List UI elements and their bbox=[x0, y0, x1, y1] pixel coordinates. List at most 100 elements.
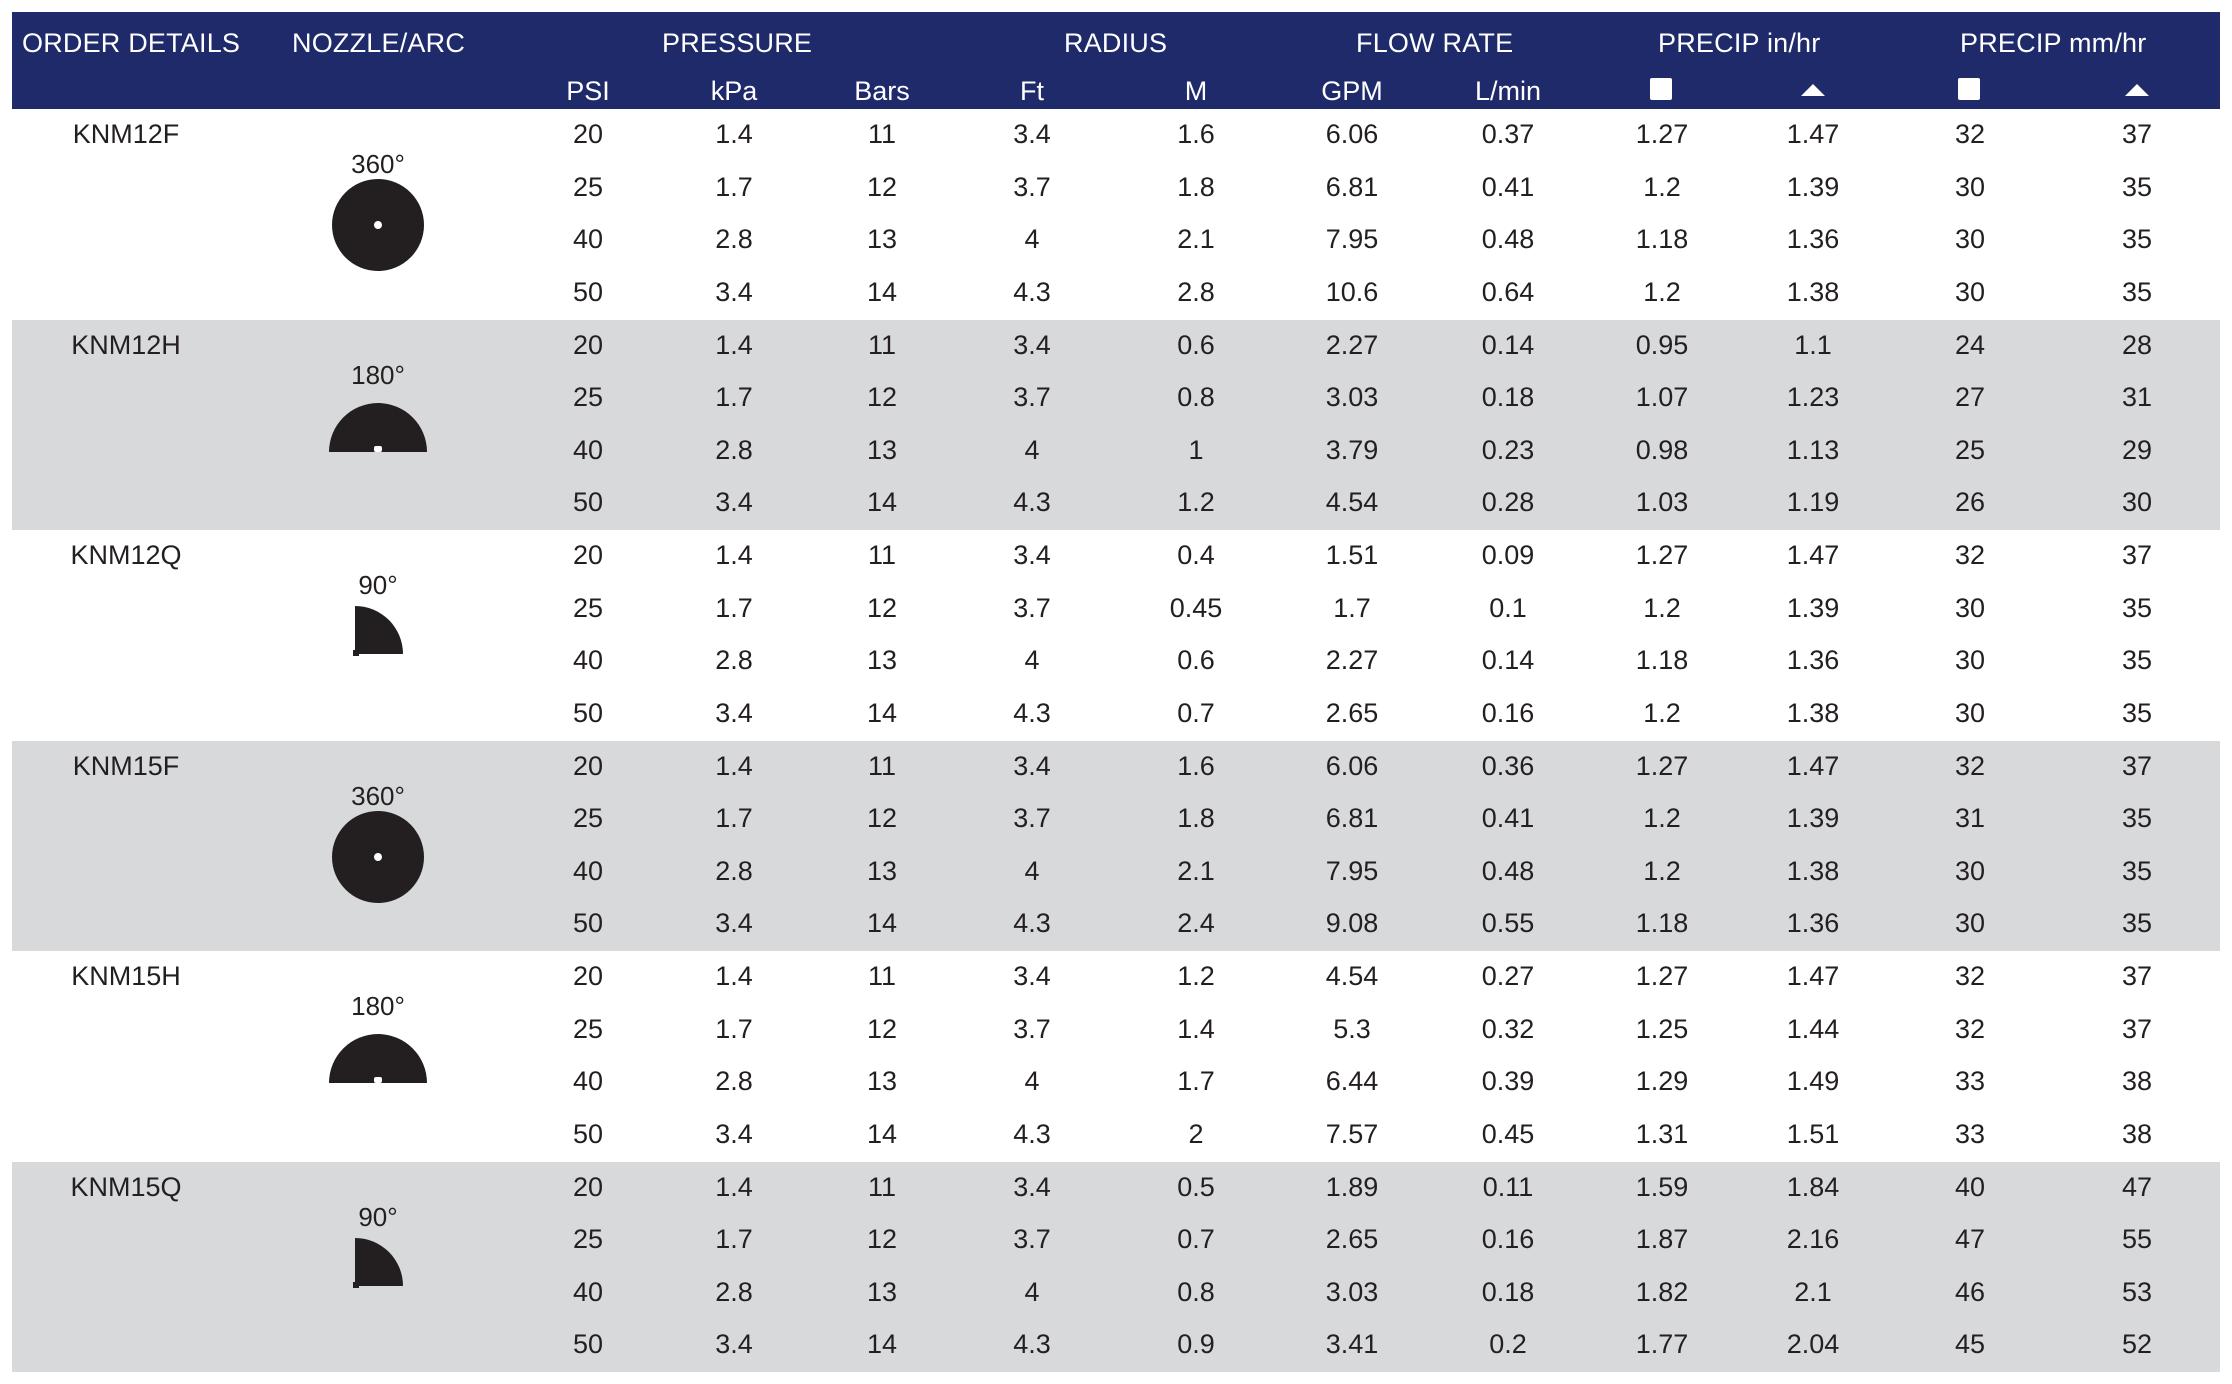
cell-ft: 3.7 bbox=[1013, 382, 1051, 413]
cell-ft: 3.4 bbox=[1013, 540, 1051, 570]
cell-m: 0.6 bbox=[1177, 645, 1215, 676]
cell-m: 0.7 bbox=[1177, 697, 1215, 728]
quarter-circle-icon bbox=[318, 606, 438, 656]
cell-kpa: 1.7 bbox=[715, 1013, 753, 1044]
cell-bars: 14 bbox=[866, 908, 898, 939]
cell-precip-in-square: 1.27 bbox=[1635, 961, 1689, 991]
cell-gpm: 6.81 bbox=[1325, 803, 1379, 834]
cell-precip-mm-triangle: 53 bbox=[2121, 1276, 2153, 1307]
cell-kpa: 1.4 bbox=[715, 750, 753, 781]
cell-precip-mm-triangle: 38 bbox=[2121, 1118, 2153, 1149]
cell-precip-mm-triangle: 35 bbox=[2121, 803, 2153, 834]
table-row: 25 1.7 12 3.7 0.7 2.65 0.16 1.87 2.16 47 55 bbox=[12, 1214, 2220, 1266]
cell-gpm: 3.41 bbox=[1325, 1329, 1379, 1360]
cell-bars: 14 bbox=[866, 697, 898, 728]
cell-kpa: 2.8 bbox=[715, 434, 753, 465]
cell-bars: 14 bbox=[866, 276, 898, 307]
table-header: ORDER DETAILS NOZZLE/ARC PRESSURE RADIUS… bbox=[12, 12, 2220, 109]
cell-ft: 3.7 bbox=[1013, 803, 1051, 834]
cell-psi: 20 bbox=[572, 119, 604, 149]
cell-kpa: 1.7 bbox=[715, 592, 753, 623]
cell-precip-mm-square: 47 bbox=[1954, 1224, 1986, 1255]
nozzle-arc: 90° bbox=[318, 1202, 438, 1288]
cell-psi: 50 bbox=[572, 1329, 604, 1360]
cell-lmin: 0.64 bbox=[1481, 276, 1535, 307]
half-circle-icon bbox=[318, 1031, 438, 1083]
cell-m: 1.8 bbox=[1177, 171, 1215, 202]
cell-precip-in-square: 1.27 bbox=[1635, 540, 1689, 570]
cell-bars: 13 bbox=[866, 434, 898, 465]
cell-lmin: 0.48 bbox=[1481, 224, 1535, 255]
cell-gpm: 2.65 bbox=[1325, 1224, 1379, 1255]
table-row: 20 1.4 11 3.4 1.6 6.06 0.37 1.27 1.47 32 37 bbox=[12, 109, 2220, 161]
cell-gpm: 1.89 bbox=[1325, 1171, 1379, 1202]
cell-psi: 50 bbox=[572, 276, 604, 307]
cell-precip-mm-triangle: 28 bbox=[2121, 329, 2153, 360]
cell-precip-in-triangle: 1.13 bbox=[1786, 434, 1840, 465]
cell-precip-in-square: 1.07 bbox=[1635, 382, 1689, 413]
cell-psi: 50 bbox=[572, 908, 604, 939]
cell-precip-in-square: 1.59 bbox=[1635, 1171, 1689, 1202]
cell-precip-in-square: 1.2 bbox=[1643, 592, 1681, 623]
cell-precip-in-triangle: 1.38 bbox=[1786, 855, 1840, 886]
cell-m: 0.8 bbox=[1177, 382, 1215, 413]
cell-precip-mm-triangle: 47 bbox=[2121, 1171, 2153, 1202]
cell-gpm: 10.6 bbox=[1325, 276, 1379, 307]
cell-kpa: 3.4 bbox=[715, 908, 753, 939]
cell-precip-in-square: 0.95 bbox=[1635, 329, 1689, 360]
cell-kpa: 1.7 bbox=[715, 1224, 753, 1255]
cell-precip-in-triangle: 1.49 bbox=[1786, 1066, 1840, 1097]
cell-lmin: 0.23 bbox=[1481, 434, 1535, 465]
cell-precip-mm-square: 45 bbox=[1954, 1329, 1986, 1360]
cell-bars: 11 bbox=[867, 1171, 897, 1202]
cell-m: 0.4 bbox=[1177, 540, 1215, 570]
cell-lmin: 0.2 bbox=[1489, 1329, 1527, 1360]
cell-gpm: 4.54 bbox=[1325, 961, 1379, 991]
cell-precip-mm-triangle: 29 bbox=[2121, 434, 2153, 465]
cell-precip-in-triangle: 1.1 bbox=[1794, 329, 1832, 360]
cell-gpm: 4.54 bbox=[1325, 487, 1379, 518]
cell-ft: 3.4 bbox=[1013, 750, 1051, 781]
cell-ft: 4 bbox=[1024, 1066, 1040, 1097]
cell-precip-mm-square: 30 bbox=[1954, 645, 1986, 676]
cell-m: 2 bbox=[1188, 1118, 1204, 1149]
table-row: 40 2.8 13 4 2.1 7.95 0.48 1.18 1.36 30 35 bbox=[12, 214, 2220, 266]
cell-precip-in-square: 1.27 bbox=[1635, 119, 1689, 149]
cell-psi: 40 bbox=[572, 855, 604, 886]
cell-gpm: 5.3 bbox=[1333, 1013, 1371, 1044]
cell-ft: 4 bbox=[1024, 224, 1040, 255]
arc-degree-label: 90° bbox=[358, 1201, 398, 1232]
cell-psi: 25 bbox=[572, 803, 604, 834]
cell-kpa: 1.4 bbox=[715, 119, 753, 149]
cell-bars: 13 bbox=[866, 855, 898, 886]
cell-precip-mm-square: 30 bbox=[1954, 908, 1986, 939]
nozzle-group: KNM12H 180° 20 1.4 11 3.4 0.6 2.27 0.14 0.95 1.1 24… bbox=[12, 319, 2220, 530]
cell-ft: 4 bbox=[1024, 1276, 1040, 1307]
table-row: 50 3.4 14 4.3 2.4 9.08 0.55 1.18 1.36 30 35 bbox=[12, 898, 2220, 950]
cell-lmin: 0.14 bbox=[1481, 329, 1535, 360]
header-pressure: PRESSURE bbox=[662, 28, 813, 58]
cell-ft: 4.3 bbox=[1013, 697, 1051, 728]
cell-gpm: 7.95 bbox=[1325, 224, 1379, 255]
cell-precip-in-square: 1.77 bbox=[1635, 1329, 1689, 1360]
cell-psi: 50 bbox=[572, 697, 604, 728]
unit-gpm: GPM bbox=[1321, 76, 1383, 106]
nozzle-group: KNM15Q 90° 20 1.4 11 3.4 0.5 1.89 0.11 1.59 1.84 40… bbox=[12, 1161, 2220, 1372]
cell-lmin: 0.41 bbox=[1481, 171, 1535, 202]
cell-precip-mm-triangle: 38 bbox=[2121, 1066, 2153, 1097]
cell-precip-in-triangle: 1.39 bbox=[1786, 592, 1840, 623]
cell-m: 2.1 bbox=[1177, 855, 1215, 886]
cell-bars: 11 bbox=[867, 961, 897, 991]
cell-lmin: 0.1 bbox=[1489, 592, 1527, 623]
cell-m: 1.4 bbox=[1177, 1013, 1215, 1044]
cell-precip-mm-triangle: 35 bbox=[2121, 276, 2153, 307]
cell-bars: 13 bbox=[866, 1066, 898, 1097]
cell-precip-mm-triangle: 35 bbox=[2121, 224, 2153, 255]
cell-kpa: 1.4 bbox=[715, 329, 753, 360]
cell-precip-in-triangle: 1.47 bbox=[1786, 119, 1840, 149]
cell-lmin: 0.37 bbox=[1481, 119, 1535, 149]
cell-m: 2.8 bbox=[1177, 276, 1215, 307]
cell-precip-in-triangle: 1.47 bbox=[1786, 540, 1840, 570]
cell-precip-mm-square: 24 bbox=[1954, 329, 1986, 360]
cell-precip-mm-square: 46 bbox=[1954, 1276, 1986, 1307]
